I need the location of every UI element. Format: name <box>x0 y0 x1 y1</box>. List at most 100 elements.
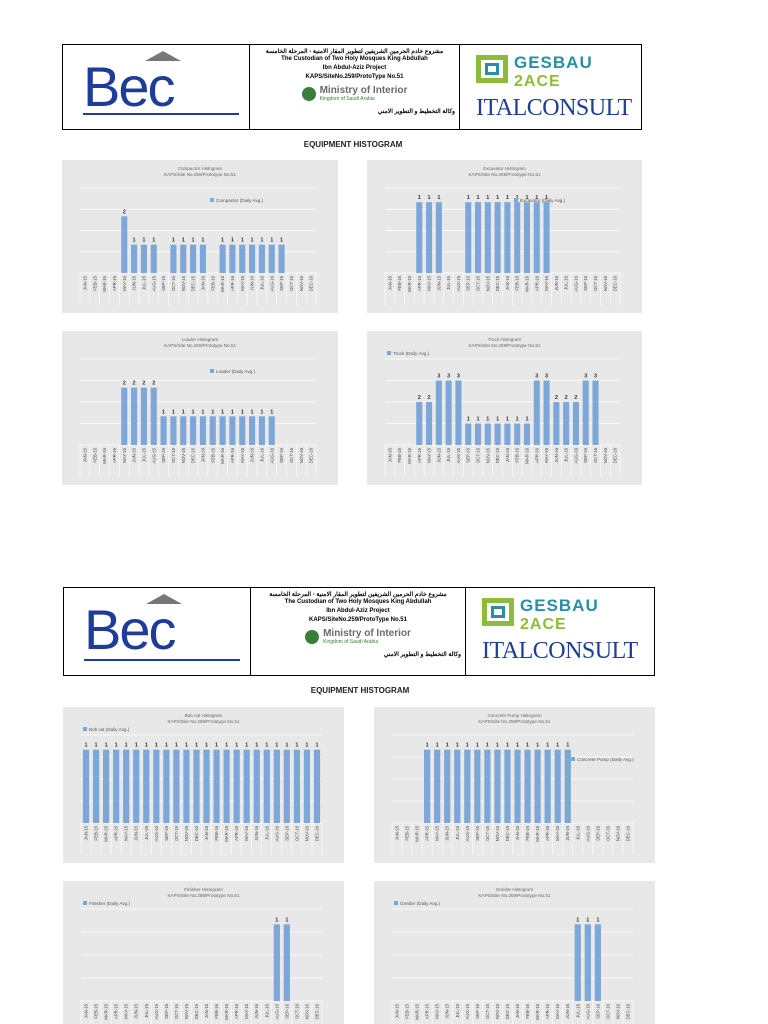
tick-label: JUL-15 <box>455 1003 460 1017</box>
tick-label: OCT-15 <box>476 447 481 463</box>
data-label: 3 <box>594 374 597 380</box>
data-label: 1 <box>142 238 145 244</box>
tick-label: MAR-16 <box>524 275 529 291</box>
compactor-histogram: Compactor Histogram KAPS/Site No.259/Prot… <box>62 160 338 313</box>
tick-label: JUL-16 <box>259 447 264 461</box>
tick-label: FEB-16 <box>515 275 520 290</box>
tick-label: AUG-15 <box>456 275 461 291</box>
bar <box>523 202 531 273</box>
data-label: 2 <box>152 381 155 387</box>
bar <box>193 749 200 823</box>
bar <box>140 387 147 445</box>
bar <box>426 402 433 445</box>
tick-label: NOV-15 <box>495 1003 500 1019</box>
bar <box>249 416 256 445</box>
bar <box>199 416 206 445</box>
bar <box>494 202 501 273</box>
data-label: 1 <box>516 417 519 423</box>
bar <box>283 749 290 823</box>
bar <box>494 749 501 823</box>
bar <box>416 202 423 273</box>
bar <box>213 749 220 823</box>
data-label: 1 <box>231 409 234 415</box>
tick-label: DEC-15 <box>495 447 500 463</box>
tick-label: JUN-16 <box>565 825 570 840</box>
tick-label: SEP-16 <box>583 275 588 290</box>
tick-label: JAN-16 <box>505 447 510 462</box>
tick-label: MAY-16 <box>544 447 549 462</box>
bar <box>273 749 280 823</box>
bar <box>123 749 130 823</box>
data-label: 1 <box>506 417 509 423</box>
bar <box>150 387 157 445</box>
legend-swatch <box>387 351 391 355</box>
bar <box>163 749 170 823</box>
tick-label: FEB-15 <box>397 447 402 462</box>
tick-label: AUG-15 <box>151 447 156 463</box>
tick-label: AUG-16 <box>573 447 578 463</box>
tick-label: AUG-16 <box>274 1003 279 1019</box>
tick-label: OCT-16 <box>294 1003 299 1019</box>
tick-label: DEC-15 <box>191 447 196 463</box>
bar <box>574 924 581 1001</box>
legend-label: Concrete Pump (Daily Avg.) <box>577 757 634 762</box>
data-label: 1 <box>446 743 449 749</box>
data-label: 1 <box>295 743 298 749</box>
tick-label: MAY-16 <box>240 447 245 462</box>
tick-label: NOV-15 <box>495 825 500 841</box>
data-label: 3 <box>545 374 548 380</box>
data-label: 1 <box>115 743 118 749</box>
bar <box>268 416 275 445</box>
bar <box>190 244 197 273</box>
legend-label: Loader (Daily Avg.) <box>216 369 255 374</box>
tick-label: NOV-15 <box>181 275 186 291</box>
bar <box>504 749 511 823</box>
tick-label: JAN-16 <box>505 275 510 290</box>
tick-label: FEB-16 <box>515 447 520 462</box>
italconsult-text: ITALCONSULT <box>482 638 638 664</box>
data-label: 2 <box>142 381 145 387</box>
bar <box>435 380 442 445</box>
tick-label: DEC-15 <box>194 1003 199 1019</box>
bar <box>543 380 550 445</box>
bar <box>253 749 260 823</box>
tick-label: DEC-15 <box>505 1003 510 1019</box>
tick-label: NOV-16 <box>603 275 608 291</box>
chart-title: Finisher Histogram <box>184 887 223 892</box>
data-label: 1 <box>586 917 589 923</box>
bar <box>474 749 481 823</box>
tick-label: AUG-16 <box>585 825 590 841</box>
chart-title: Truck Histogram <box>488 337 522 342</box>
tick-label: FEB-16 <box>210 275 215 290</box>
project-title-block: مشروع خادم الحرمين الشريفين لتطوير المقا… <box>251 588 466 675</box>
tick-label: SEP-15 <box>466 275 471 290</box>
tick-label: APR-16 <box>234 1003 239 1019</box>
bar <box>170 416 177 445</box>
bar <box>592 380 599 445</box>
tick-label: JAN-15 <box>387 447 392 462</box>
tick-label: JUN-16 <box>554 447 559 462</box>
legend-swatch <box>394 901 398 905</box>
bar <box>445 380 452 445</box>
tick-label: MAR-15 <box>104 825 109 841</box>
tick-label: JUL-16 <box>259 275 264 289</box>
project-title-line1: The Custodian of Two Holy Mosques King A… <box>281 56 428 62</box>
finisher-histogram: Finisher Histogram KAPS/Site No.259/Proto… <box>63 881 344 1024</box>
tick-label: DEC-16 <box>613 447 618 463</box>
tick-label: SEP-16 <box>284 825 289 840</box>
tick-label: AUG-15 <box>465 1003 470 1019</box>
bar <box>160 416 167 445</box>
tick-label: MAR-16 <box>220 447 225 463</box>
tick-label: NOV-16 <box>603 447 608 463</box>
bar <box>199 244 206 273</box>
chart-title: Concrete Pump Histogram <box>487 713 541 718</box>
tick-label: FEB-15 <box>405 1003 410 1018</box>
gesbau-text: GESBAU <box>520 596 599 615</box>
bar <box>543 202 550 273</box>
tick-label: JUN-16 <box>565 1003 570 1018</box>
tick-label: JUL-15 <box>144 1003 149 1017</box>
tick-label: JUL-15 <box>446 447 451 461</box>
tick-label: FEB-16 <box>214 825 219 840</box>
tick-label: FEB-16 <box>525 1003 530 1018</box>
bar <box>140 244 147 273</box>
